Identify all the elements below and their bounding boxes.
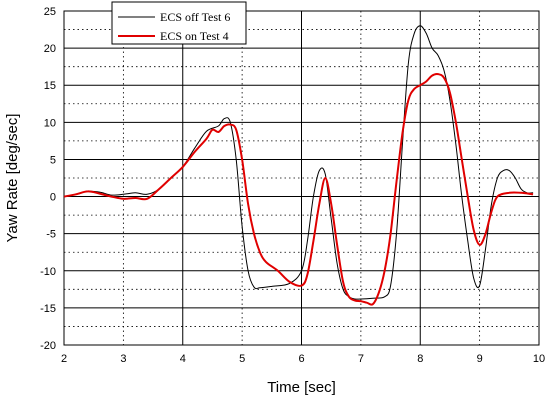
series-line-ecs-on [63,72,534,306]
series-layer [63,25,534,306]
x-tick-label: 5 [239,353,245,365]
x-tick-label: 4 [180,353,186,365]
x-tick-labels: 2 3 4 5 6 7 8 9 10 [61,353,545,365]
x-tick-label: 8 [417,353,423,365]
plot-frame [63,10,540,346]
y-tick-label: 15 [44,80,56,92]
y-tick-label: 5 [50,154,56,166]
x-tick-label: 9 [477,353,483,365]
y-axis-title: Yaw Rate [deg/sec] [4,114,21,243]
y-tick-label: -20 [40,340,56,352]
x-tick-label: 3 [120,353,126,365]
x-tick-label: 6 [298,353,304,365]
y-tick-label: 10 [44,117,56,129]
x-tick-label: 7 [358,353,364,365]
legend-label-ecs-on: ECS on Test 4 [160,29,229,43]
y-tick-label: -5 [46,229,56,241]
y-tick-label: 20 [44,43,56,55]
grid [63,10,540,346]
x-tick-label: 2 [61,353,67,365]
x-axis-title: Time [sec] [267,379,336,396]
y-tick-label: 25 [44,6,56,18]
y-tick-label: -15 [40,303,56,315]
legend: ECS off Test 6 ECS on Test 4 [111,1,247,45]
legend-label-ecs-off: ECS off Test 6 [160,10,230,24]
x-tick-label: 10 [533,353,545,365]
y-tick-label: -10 [40,266,56,278]
y-tick-labels: -20 -15 -10 -5 0 5 10 15 20 25 [40,6,56,352]
y-tick-label: 0 [50,192,56,204]
